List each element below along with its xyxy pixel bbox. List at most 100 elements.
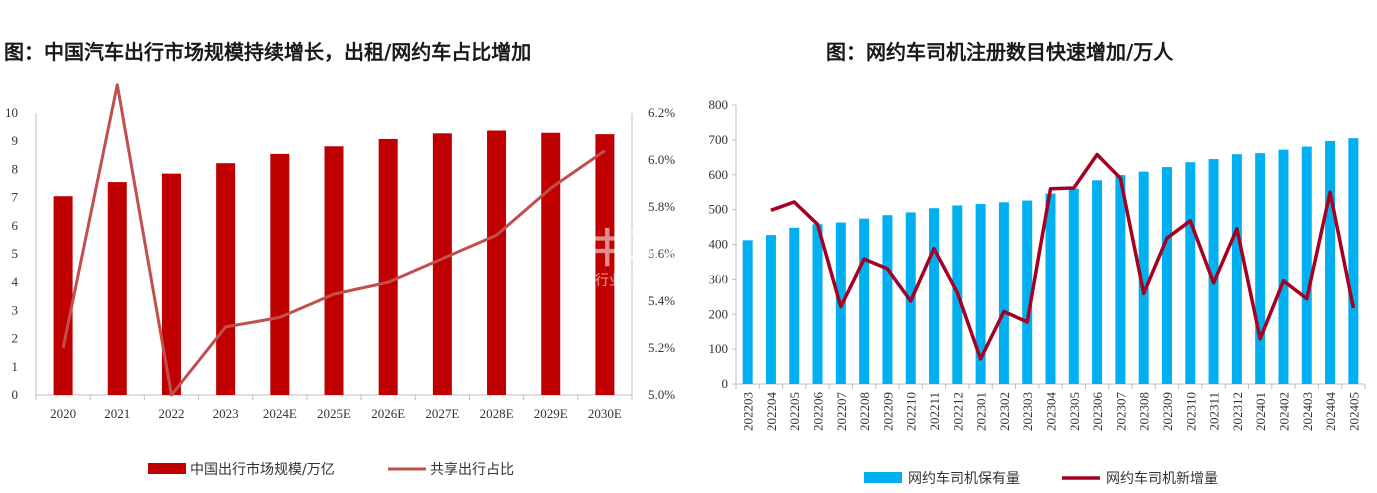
left-y-tick-label: 8 [12, 161, 19, 176]
x-tick-label: 2022 [158, 406, 184, 421]
legend-bar-swatch [864, 472, 902, 483]
driver-count-bar [1161, 167, 1172, 384]
x-tick-label: 202203 [741, 392, 756, 431]
driver-count-bar [812, 224, 823, 384]
x-tick-label: 202308 [1137, 392, 1152, 431]
shared-mobility-share-line [61, 83, 606, 397]
x-tick-label: 202303 [1020, 392, 1035, 431]
x-tick-label: 202212 [950, 392, 965, 431]
x-tick-label: 202306 [1090, 392, 1105, 432]
y-tick-label: 500 [709, 202, 729, 217]
y-tick-label: 700 [709, 132, 729, 147]
market-size-bar [324, 146, 344, 395]
left-chart-title: 图：中国汽车出行市场规模持续增长，出租/网约车占比增加 [4, 40, 532, 64]
x-tick-label: 202403 [1300, 392, 1315, 431]
x-tick-label: 202311 [1207, 392, 1222, 431]
driver-count-bar [1092, 180, 1103, 384]
market-size-bar [161, 173, 181, 395]
legend-bar-label: 中国出行市场规模/万亿 [190, 461, 335, 478]
legend-bar-swatch [148, 463, 186, 474]
x-tick-label: 202404 [1323, 392, 1338, 432]
legend-line-label: 网约车司机新增量 [1106, 470, 1218, 487]
y-tick-label: 100 [709, 341, 729, 356]
driver-count-bar [975, 204, 986, 384]
market-size-bar [378, 138, 398, 395]
driver-count-bar [1185, 162, 1196, 384]
left-y-tick-label: 4 [12, 274, 19, 289]
left-y-tick-label: 3 [12, 302, 19, 317]
left-chart: 0 1 2 3 4 5 6 7 8 9 10 5.0% 5.2% 5.4% 5.6% 5.8% 6.0% 6.2%… [5, 83, 675, 478]
legend-bar-label: 网约车司机保有量 [908, 470, 1020, 487]
x-tick-label: 202307 [1113, 392, 1128, 432]
driver-count-bar [1255, 153, 1266, 384]
market-size-bar [107, 182, 127, 395]
x-tick-label: 202205 [787, 392, 802, 431]
x-tick-label: 202209 [880, 392, 895, 431]
market-size-bar [53, 196, 73, 395]
right-y-tick-label: 5.2% [648, 340, 675, 355]
x-tick-label: 202401 [1253, 392, 1268, 431]
x-tick-label: 202312 [1230, 392, 1245, 431]
market-size-bar [270, 153, 290, 395]
watermark-main: 井购家 [580, 226, 700, 272]
driver-count-bar [998, 202, 1009, 384]
x-tick-label: 202301 [974, 392, 989, 431]
x-tick-label: 202302 [997, 392, 1012, 431]
new-driver-line [770, 152, 1356, 361]
left-y-tick-label: 9 [12, 133, 19, 148]
x-tick-label: 2025E [317, 406, 351, 421]
x-tick-label: 202402 [1276, 392, 1291, 431]
watermark-sub: 行业报告 IPOIPO.CN [595, 273, 727, 289]
market-size-bar [432, 133, 452, 395]
left-y-tick-label: 7 [12, 190, 19, 205]
x-tick-label: 2024E [263, 406, 297, 421]
y-tick-label: 200 [709, 306, 729, 321]
right-chart: 0 100 200 300 400 500 600 700 800 202203 202204 202… [709, 97, 1366, 487]
x-tick-label: 202210 [904, 392, 919, 431]
driver-count-bar [1138, 171, 1149, 384]
x-tick-label: 202206 [811, 392, 826, 432]
x-tick-label: 202309 [1160, 392, 1175, 431]
left-y-tick-label: 10 [5, 105, 18, 120]
left-y-tick-label: 6 [12, 218, 19, 233]
driver-count-bar [1115, 175, 1126, 384]
x-tick-label: 2023 [213, 406, 239, 421]
driver-count-bar [929, 208, 940, 384]
driver-count-bar [742, 240, 753, 384]
driver-count-bar [1325, 140, 1336, 384]
driver-count-bar [1348, 138, 1359, 384]
left-y-tick-label: 0 [12, 387, 19, 402]
left-y-tick-label: 5 [12, 246, 19, 261]
x-tick-label: 202310 [1183, 392, 1198, 431]
x-tick-label: 202204 [764, 392, 779, 432]
x-tick-label: 2030E [588, 406, 622, 421]
y-tick-label: 300 [709, 271, 729, 286]
driver-count-bar [789, 227, 800, 384]
driver-count-bar [1278, 149, 1289, 384]
driver-count-bar [1068, 188, 1079, 384]
driver-count-bar [1045, 193, 1056, 384]
y-tick-label: 600 [709, 167, 729, 182]
right-y-tick-label: 6.2% [648, 105, 675, 120]
y-tick-label: 800 [709, 97, 729, 112]
x-tick-label: 202305 [1067, 392, 1082, 431]
right-chart-title: 图：网约车司机注册数目快速增加/万人 [826, 40, 1174, 64]
driver-count-bar [1022, 200, 1033, 384]
x-tick-label: 202405 [1346, 392, 1361, 431]
x-tick-label: 2028E [480, 406, 514, 421]
left-y-tick-label: 1 [12, 359, 19, 374]
market-size-bar [216, 163, 236, 395]
x-tick-label: 2029E [534, 406, 568, 421]
market-size-bar [541, 132, 561, 396]
left-y-tick-label: 2 [12, 331, 19, 346]
legend-line-label: 共享出行占比 [430, 461, 514, 478]
x-tick-label: 2020 [50, 406, 76, 421]
x-tick-label: 2026E [371, 406, 405, 421]
market-size-bar [487, 130, 507, 395]
right-y-tick-label: 5.0% [648, 387, 675, 402]
x-tick-label: 202207 [834, 392, 849, 432]
right-y-tick-label: 5.6% [648, 246, 675, 261]
driver-count-bar [1301, 146, 1312, 384]
driver-count-bar [1231, 154, 1242, 384]
